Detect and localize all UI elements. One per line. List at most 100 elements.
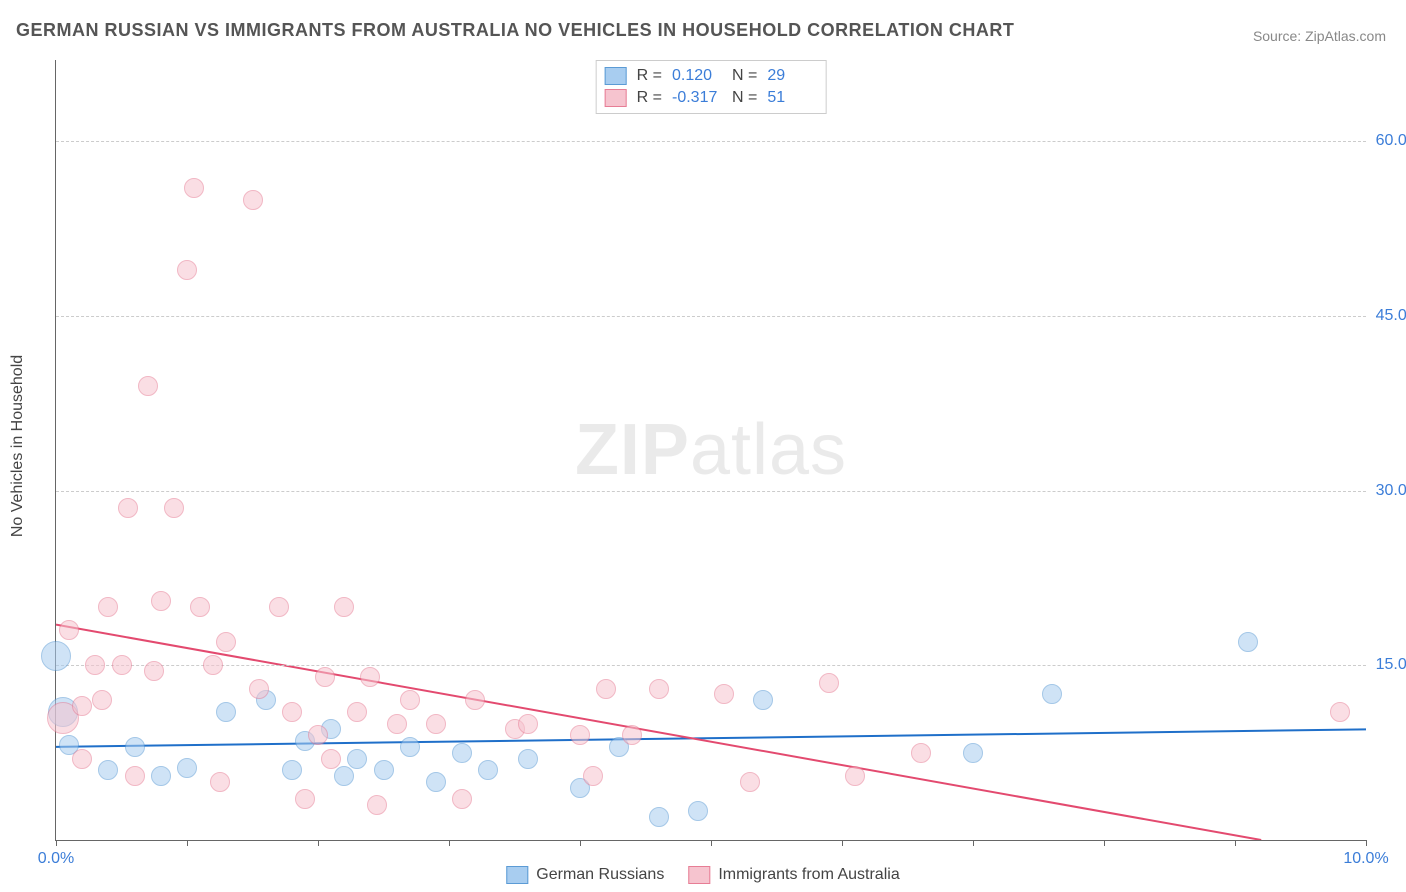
y-tick-label: 45.0%	[1376, 307, 1406, 325]
y-tick-label: 60.0%	[1376, 132, 1406, 150]
x-tick	[711, 840, 712, 846]
x-tick	[1104, 840, 1105, 846]
r-value: 0.120	[672, 67, 722, 85]
data-point	[216, 632, 236, 652]
correlation-chart: GERMAN RUSSIAN VS IMMIGRANTS FROM AUSTRA…	[0, 0, 1406, 892]
data-point	[1042, 684, 1062, 704]
data-point	[321, 749, 341, 769]
data-point	[845, 766, 865, 786]
x-tick	[449, 840, 450, 846]
data-point	[315, 667, 335, 687]
series-swatch	[506, 866, 528, 884]
data-point	[426, 772, 446, 792]
data-point	[819, 673, 839, 693]
y-tick-label: 30.0%	[1376, 482, 1406, 500]
data-point	[596, 679, 616, 699]
n-value: 29	[767, 67, 817, 85]
data-point	[360, 667, 380, 687]
x-tick	[1366, 840, 1367, 846]
data-point	[465, 690, 485, 710]
data-point	[41, 641, 71, 671]
data-point	[426, 714, 446, 734]
data-point	[570, 725, 590, 745]
watermark: ZIPatlas	[575, 409, 847, 491]
data-point	[295, 789, 315, 809]
series-legend: German Russians Immigrants from Australia	[506, 866, 899, 884]
gridline	[56, 316, 1366, 317]
series-swatch	[605, 89, 627, 107]
data-point	[138, 376, 158, 396]
data-point	[282, 760, 302, 780]
gridline	[56, 141, 1366, 142]
data-point	[144, 661, 164, 681]
plot-area: ZIPatlas R =0.120N =29R =-0.317N =51 15.…	[55, 60, 1366, 841]
stats-row: R =0.120N =29	[605, 65, 818, 87]
x-tick	[187, 840, 188, 846]
data-point	[334, 766, 354, 786]
data-point	[282, 702, 302, 722]
stats-row: R =-0.317N =51	[605, 87, 818, 109]
data-point	[347, 749, 367, 769]
data-point	[400, 690, 420, 710]
data-point	[622, 725, 642, 745]
data-point	[740, 772, 760, 792]
data-point	[190, 597, 210, 617]
series-swatch	[605, 67, 627, 85]
data-point	[518, 749, 538, 769]
stats-legend: R =0.120N =29R =-0.317N =51	[596, 60, 827, 114]
n-label: N =	[732, 67, 757, 85]
data-point	[688, 801, 708, 821]
data-point	[216, 702, 236, 722]
data-point	[184, 178, 204, 198]
y-axis-label: No Vehicles in Household	[9, 355, 27, 537]
data-point	[177, 758, 197, 778]
data-point	[911, 743, 931, 763]
x-tick	[842, 840, 843, 846]
data-point	[1238, 632, 1258, 652]
gridline	[56, 491, 1366, 492]
data-point	[452, 789, 472, 809]
legend-label: Immigrants from Australia	[718, 866, 899, 884]
data-point	[72, 749, 92, 769]
data-point	[347, 702, 367, 722]
data-point	[308, 725, 328, 745]
data-point	[249, 679, 269, 699]
trend-line	[56, 729, 1366, 746]
data-point	[151, 766, 171, 786]
data-point	[367, 795, 387, 815]
data-point	[125, 766, 145, 786]
data-point	[177, 260, 197, 280]
data-point	[714, 684, 734, 704]
source-label: Source: ZipAtlas.com	[1253, 28, 1386, 44]
data-point	[98, 597, 118, 617]
legend-item: German Russians	[506, 866, 664, 884]
x-tick	[318, 840, 319, 846]
data-point	[203, 655, 223, 675]
data-point	[374, 760, 394, 780]
r-value: -0.317	[672, 89, 722, 107]
data-point	[243, 190, 263, 210]
watermark-bold: ZIP	[575, 410, 690, 490]
n-label: N =	[732, 89, 757, 107]
data-point	[125, 737, 145, 757]
data-point	[583, 766, 603, 786]
data-point	[334, 597, 354, 617]
data-point	[1330, 702, 1350, 722]
trend-lines	[56, 60, 1366, 840]
data-point	[649, 807, 669, 827]
data-point	[269, 597, 289, 617]
data-point	[518, 714, 538, 734]
series-swatch	[688, 866, 710, 884]
data-point	[72, 696, 92, 716]
data-point	[649, 679, 669, 699]
x-tick-label: 10.0%	[1343, 850, 1388, 868]
data-point	[85, 655, 105, 675]
n-value: 51	[767, 89, 817, 107]
data-point	[118, 498, 138, 518]
data-point	[98, 760, 118, 780]
data-point	[210, 772, 230, 792]
x-tick	[580, 840, 581, 846]
y-tick-label: 15.0%	[1376, 656, 1406, 674]
legend-label: German Russians	[536, 866, 664, 884]
data-point	[151, 591, 171, 611]
